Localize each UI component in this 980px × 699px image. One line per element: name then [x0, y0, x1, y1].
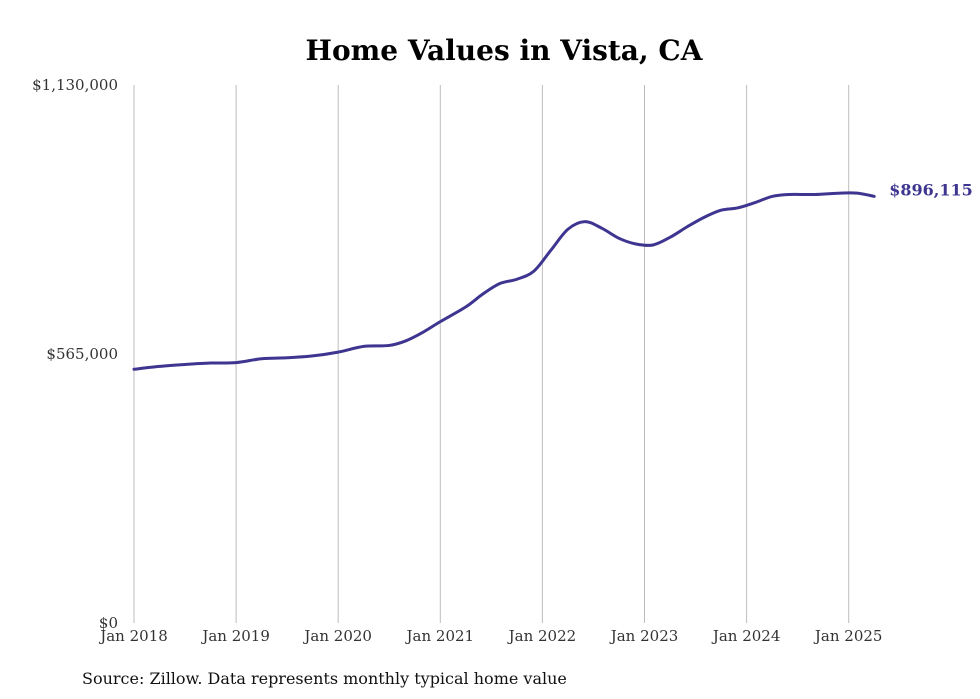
x-tick-label: Jan 2021: [405, 627, 475, 645]
x-tick-label: Jan 2024: [711, 627, 781, 645]
x-tick-label: Jan 2020: [302, 627, 372, 645]
x-axis-ticks: Jan 2018 Jan 2019 Jan 2020 Jan 2021 Jan 2022…: [98, 627, 882, 645]
series-layer: $896,115: [132, 180, 973, 371]
x-tick-label: Jan 2025: [813, 627, 883, 645]
y-tick-label: $565,000: [46, 345, 118, 363]
chart-title: Home Values in Vista, CA: [306, 34, 704, 67]
x-tick-label: Jan 2018: [98, 627, 168, 645]
x-tick-label: Jan 2022: [507, 627, 577, 645]
series-line-home-values: [132, 191, 876, 371]
y-tick-label: $0: [99, 614, 118, 632]
y-tick-label: $1,130,000: [32, 76, 118, 94]
x-tick-label: Jan 2019: [200, 627, 270, 645]
x-tick-label: Jan 2023: [609, 627, 679, 645]
y-axis-ticks: $0 $565,000 $1,130,000: [32, 76, 118, 632]
gridlines: [133, 85, 850, 623]
end-value-label: $896,115: [889, 180, 973, 199]
source-note: Source: Zillow. Data represents monthly …: [82, 669, 567, 688]
